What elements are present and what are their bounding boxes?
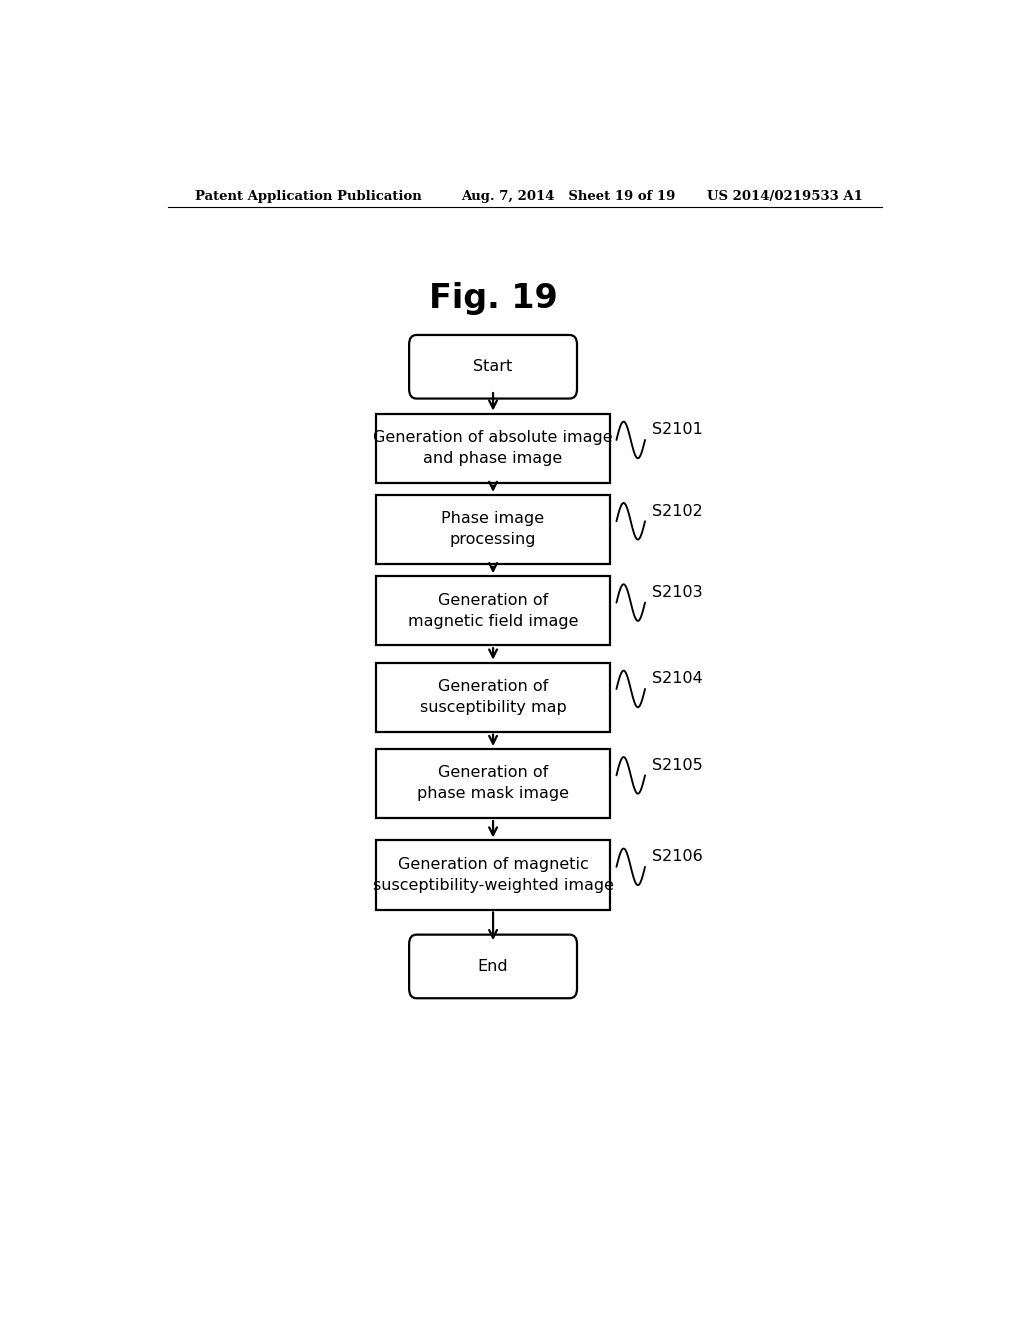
Text: S2102: S2102 [652,504,702,519]
Text: Generation of
phase mask image: Generation of phase mask image [417,766,569,801]
Bar [376,576,610,645]
Text: S2106: S2106 [652,849,702,865]
Text: Fig. 19: Fig. 19 [429,282,557,315]
Text: Generation of absolute image
and phase image: Generation of absolute image and phase i… [373,430,613,466]
Text: S2105: S2105 [652,758,702,772]
FancyBboxPatch shape [410,335,577,399]
Text: Generation of
magnetic field image: Generation of magnetic field image [408,593,579,628]
Text: S2103: S2103 [652,585,702,599]
Text: Generation of
susceptibility map: Generation of susceptibility map [420,678,566,715]
Bar [376,663,610,731]
Text: S2101: S2101 [652,422,703,437]
Text: Phase image
processing: Phase image processing [441,511,545,548]
Text: Generation of magnetic
susceptibility-weighted image: Generation of magnetic susceptibility-we… [373,857,613,892]
Bar [376,413,610,483]
Text: Start: Start [473,359,513,375]
Text: Patent Application Publication: Patent Application Publication [196,190,422,202]
Text: US 2014/0219533 A1: US 2014/0219533 A1 [708,190,863,202]
FancyBboxPatch shape [410,935,577,998]
Bar [376,841,610,909]
Bar [376,748,610,818]
Text: Aug. 7, 2014   Sheet 19 of 19: Aug. 7, 2014 Sheet 19 of 19 [461,190,676,202]
Text: S2104: S2104 [652,672,702,686]
Bar [376,495,610,564]
Text: End: End [478,958,508,974]
